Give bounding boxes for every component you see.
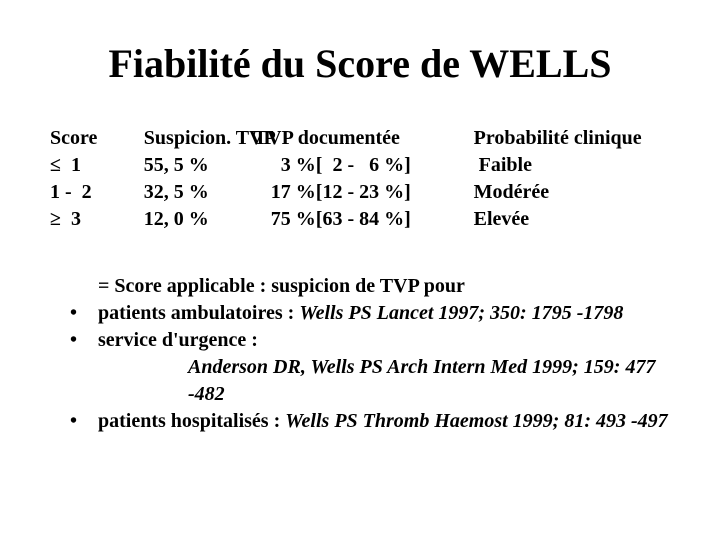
cell-doc-0: 3 % (254, 152, 316, 179)
bullet-2: • (70, 408, 98, 435)
geq-icon: ≥ (50, 208, 61, 230)
wells-table: Score ≤ 1 1 - 2 ≥ 3 Suspicion. TVP 55, 5… (50, 127, 680, 233)
cell-ci-1: [12 - 23 %] (316, 179, 424, 206)
item-1-ref: Anderson DR, Wells PS Arch Intern Med 19… (188, 354, 680, 408)
bullet-1: • (70, 327, 98, 354)
col-score: Score ≤ 1 1 - 2 ≥ 3 (50, 127, 144, 233)
slide-title: Fiabilité du Score de WELLS (40, 40, 680, 87)
item-1-text: service d'urgence : (98, 327, 258, 354)
item-2-plain: patients hospitalisés : (98, 410, 285, 432)
score-1-val: 1 - 2 (50, 181, 92, 203)
item-2: • patients hospitalisés : Wells PS Throm… (70, 408, 680, 435)
col-documented-ci: [ 2 - 6 %] [12 - 23 %] [63 - 84 %] (316, 127, 424, 233)
slide-root: Fiabilité du Score de WELLS Score ≤ 1 1 … (0, 0, 720, 540)
cell-susp-0: 55, 5 % (144, 152, 254, 179)
cell-doc-2: 75 % (254, 206, 316, 233)
cell-prob-0: Faible (474, 152, 680, 179)
intro-line: = Score applicable : suspicion de TVP po… (70, 273, 680, 300)
item-2-ref: Wells PS Thromb Haemost 1999; 81: 493 -4… (285, 410, 667, 432)
col-suspicion: Suspicion. TVP 55, 5 % 32, 5 % 12, 0 % (144, 127, 254, 233)
bullet-0: • (70, 300, 98, 327)
cell-ci-0: [ 2 - 6 %] (316, 152, 424, 179)
score-2-val: 3 (61, 208, 81, 230)
item-1-ref-line: Anderson DR, Wells PS Arch Intern Med 19… (70, 354, 680, 408)
item-0-ref: Wells PS Lancet 1997; 350: 1795 -1798 (299, 302, 623, 324)
score-0-val: 1 (61, 154, 81, 176)
cell-susp-1: 32, 5 % (144, 179, 254, 206)
cell-doc-1: 17 % (254, 179, 316, 206)
hdr-probability: Probabilité clinique (474, 127, 680, 150)
hdr-documented: TVP documentée (254, 127, 316, 150)
cell-score-1: 1 - 2 (50, 179, 144, 206)
cell-score-0: ≤ 1 (50, 152, 144, 179)
body-block: = Score applicable : suspicion de TVP po… (70, 273, 680, 435)
bullet-spacer-0 (70, 273, 98, 300)
item-0: • patients ambulatoires : Wells PS Lance… (70, 300, 680, 327)
hdr-score: Score (50, 127, 144, 150)
intro-text: = Score applicable : suspicion de TVP po… (98, 273, 465, 300)
hdr-documented-spacer (316, 127, 424, 150)
col-probability: Probabilité clinique Faible Modérée Elev… (474, 127, 680, 233)
cell-score-2: ≥ 3 (50, 206, 144, 233)
item-0-plain: patients ambulatoires : (98, 302, 299, 324)
hdr-suspicion: Suspicion. TVP (144, 127, 254, 150)
leq-icon: ≤ (50, 154, 61, 176)
col-documented-pct: TVP documentée 3 % 17 % 75 % (254, 127, 316, 233)
item-0-text: patients ambulatoires : Wells PS Lancet … (98, 300, 623, 327)
cell-prob-2: Elevée (474, 206, 680, 233)
cell-ci-2: [63 - 84 %] (316, 206, 424, 233)
bullet-spacer-1 (70, 354, 98, 408)
cell-prob-1: Modérée (474, 179, 680, 206)
item-1: • service d'urgence : (70, 327, 680, 354)
item-2-text: patients hospitalisés : Wells PS Thromb … (98, 408, 668, 435)
cell-susp-2: 12, 0 % (144, 206, 254, 233)
